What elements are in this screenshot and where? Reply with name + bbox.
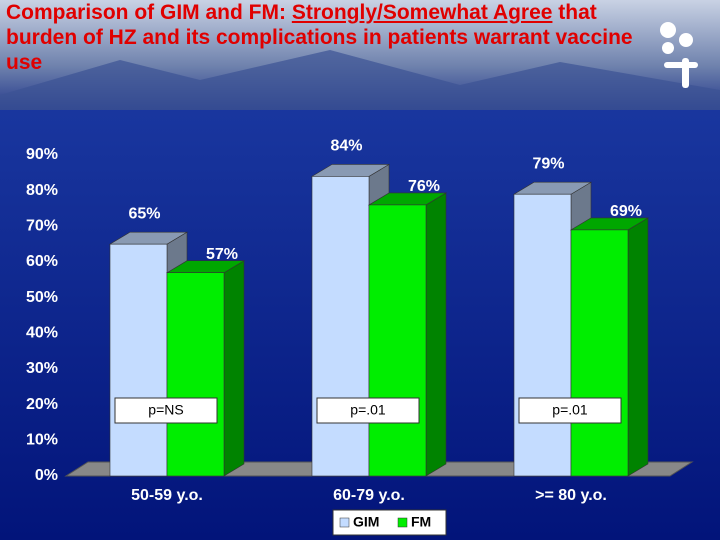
value-label: 84% [330,138,362,155]
bar-side [425,192,447,477]
x-tick-label: >= 80 y.o. [535,487,607,504]
annotation: p=.01 [350,402,386,418]
logo [660,22,698,88]
value-label: 65% [128,205,160,222]
bar-side [627,217,649,477]
y-tick-label: 0% [35,467,58,484]
annotation-box [316,397,420,424]
annotation-box [114,397,218,424]
bar [311,176,370,477]
bar [570,229,629,477]
title-part: that burden of HZ and its complications … [6,1,633,74]
y-tick-label: 20% [26,396,58,413]
value-label: 79% [532,155,564,172]
annotation: p=.01 [552,402,588,418]
y-tick-label: 70% [26,218,58,235]
y-tick-label: 60% [26,253,58,270]
annotation: p=NS [148,402,183,418]
legend-swatch [339,517,350,528]
bar [513,193,572,477]
bar [109,243,168,477]
legend-swatch [397,517,408,528]
mountains [0,50,720,110]
bar [166,272,225,477]
chart-title: Comparison of GIM and FM: Strongly/Somew… [6,0,666,75]
title-part: Comparison of GIM and FM: [6,1,292,24]
x-tick-label: 50-59 y.o. [131,487,203,504]
bar [368,204,427,477]
legend-label: FM [411,514,431,530]
y-tick-label: 50% [26,289,58,306]
legend-box [332,509,447,536]
y-tick-label: 10% [26,432,58,449]
x-tick-label: 60-79 y.o. [333,487,405,504]
value-label: 57% [206,246,238,263]
y-tick-label: 40% [26,325,58,342]
y-tick-label: 30% [26,360,58,377]
bar-side [223,260,245,477]
value-label: 76% [408,178,440,195]
title-underlined: Strongly/Somewhat Agree [291,1,553,24]
y-tick-label: 90% [26,146,58,163]
annotation-box [518,397,622,424]
y-tick-label: 80% [26,182,58,199]
legend-label: GIM [353,514,379,530]
value-label: 69% [610,203,642,220]
